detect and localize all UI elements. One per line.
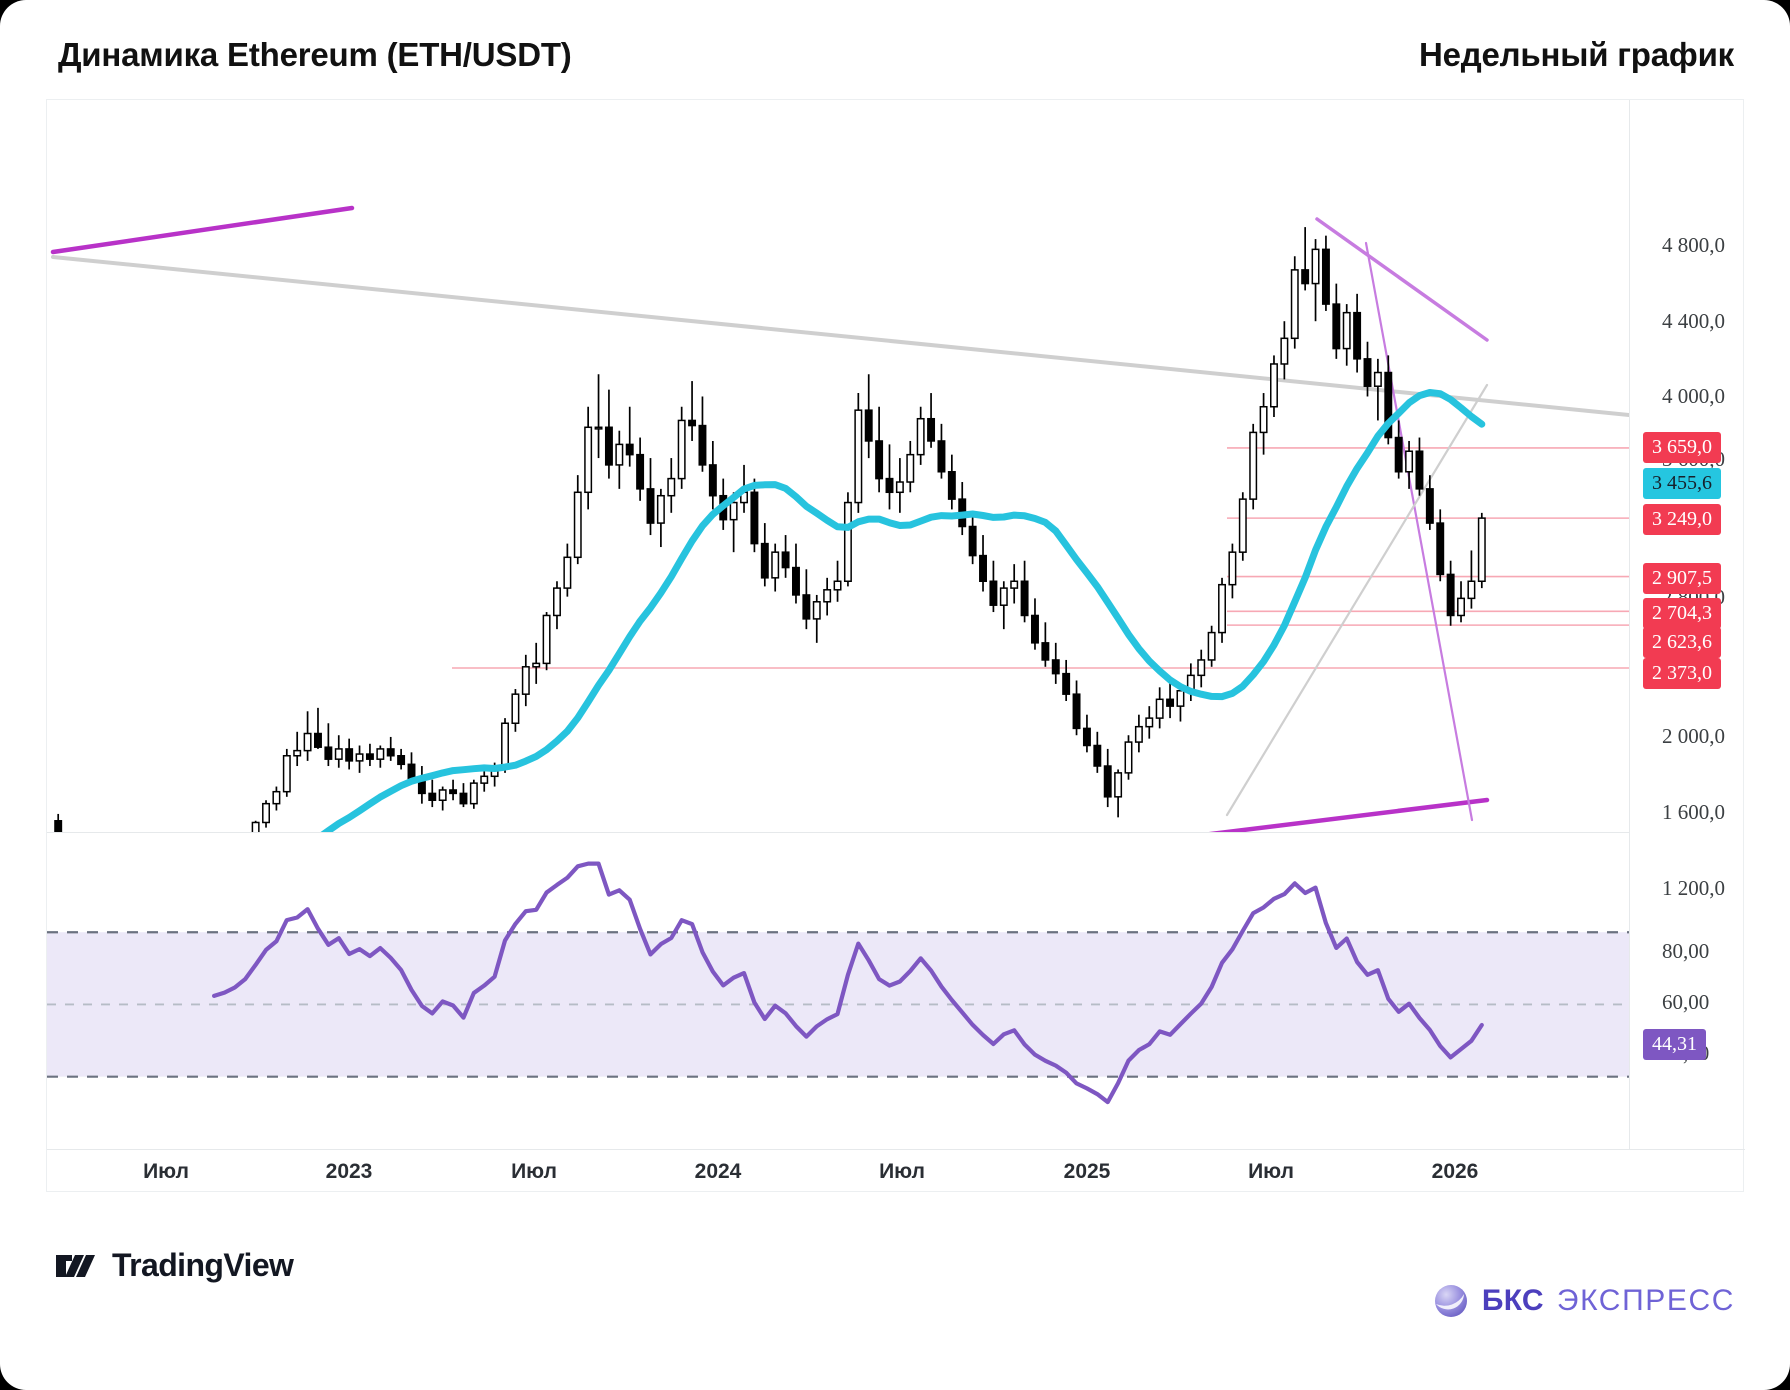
rsi-value-badge[interactable]: 44,31 [1643, 1029, 1706, 1060]
x-axis-tick-1: 2023 [325, 1160, 373, 1183]
y-axis-tick-2000: 2 000,0 [1662, 724, 1725, 748]
chart-timeframe-label: Недельный график [1418, 36, 1734, 73]
price-badge-ma[interactable]: 3 455,6 [1643, 468, 1721, 499]
time-axis-divider [47, 1149, 1745, 1150]
rsi-tick-80: 80,00 [1662, 939, 1710, 963]
y-axis-tick-4000: 4 000,0 [1662, 384, 1725, 408]
price-badge-3659[interactable]: 3 659,0 [1643, 432, 1721, 463]
tradingview-mark-icon [56, 1254, 95, 1277]
price-badge-3249[interactable]: 3 249,0 [1643, 504, 1721, 535]
chart-plot [47, 205, 1629, 1105]
express-label: ЭКСПРЕСС [1556, 1284, 1735, 1317]
page-title: Динамика Ethereum (ETH/USDT) [58, 36, 572, 73]
price-badge-2623[interactable]: 2 623,6 [1643, 627, 1721, 658]
price-badge-2373[interactable]: 2 373,0 [1643, 658, 1721, 689]
y-axis-tick-4400: 4 400,0 [1662, 309, 1725, 333]
chart-header: Динамика Ethereum (ETH/USDT) Недельный г… [0, 0, 1790, 100]
y-axis-tick-1200: 1 200,0 [1662, 876, 1725, 900]
tradingview-logo[interactable]: TradingView [56, 1247, 294, 1284]
x-axis-tick-0: Июл [143, 1160, 189, 1183]
x-axis-tick-6: Июл [1248, 1160, 1294, 1183]
price-axis-divider [1629, 100, 1630, 1149]
panel-divider [47, 832, 1629, 833]
price-badge-2704[interactable]: 2 704,3 [1643, 598, 1721, 629]
price-badge-2907[interactable]: 2 907,5 [1643, 563, 1721, 594]
x-axis-tick-5: 2025 [1063, 1160, 1111, 1183]
bcs-sphere-icon [1434, 1285, 1467, 1317]
x-axis-tick-7: 2026 [1431, 1160, 1479, 1183]
rsi-tick-60: 60,00 [1662, 990, 1710, 1014]
chart-frame: 4 800,0 4 400,0 4 000,0 3 600,0 2 800,0 … [46, 99, 1745, 1192]
x-axis-tick-4: Июл [879, 1160, 925, 1183]
bcs-label: БКС [1481, 1284, 1544, 1317]
bcs-express-logo[interactable]: БКС ЭКСПРЕСС [1433, 1283, 1735, 1319]
x-axis-tick-2: Июл [511, 1160, 557, 1183]
tradingview-label: TradingView [112, 1247, 294, 1283]
y-axis-tick-4800: 4 800,0 [1662, 233, 1725, 257]
y-axis-tick-1600: 1 600,0 [1662, 800, 1725, 824]
x-axis-tick-3: 2024 [694, 1160, 742, 1183]
